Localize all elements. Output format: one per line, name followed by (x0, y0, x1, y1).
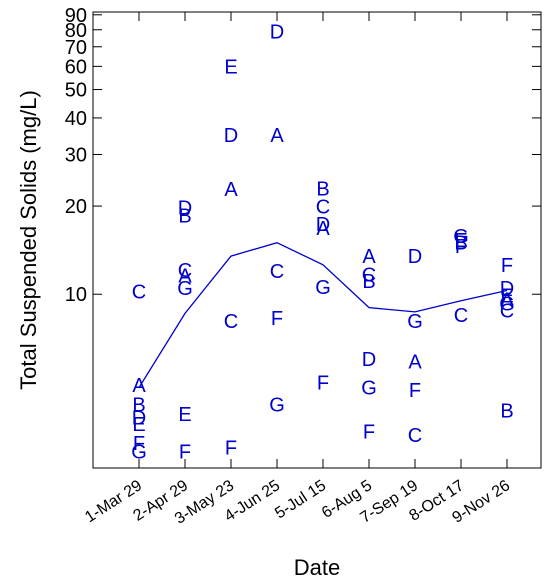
y-tick-label: 40 (65, 108, 87, 130)
y-tick-label: 70 (65, 37, 87, 59)
data-point-f: F (317, 372, 329, 394)
data-point-f: F (225, 437, 237, 459)
data-point-b: B (132, 395, 145, 417)
trend-line-path (138, 242, 508, 388)
data-point-a: A (408, 351, 422, 373)
data-point-d: D (316, 214, 330, 236)
data-point-c: C (224, 311, 238, 333)
x-axis: 1-Mar 292-Apr 293-May 234-Jun 255-Jul 15… (82, 12, 513, 528)
data-point-e: E (178, 404, 191, 426)
data-point-a: A (224, 179, 238, 201)
data-point-b: B (500, 401, 513, 423)
data-point-f: F (455, 236, 467, 258)
data-point-g: G (177, 278, 193, 300)
plot-frame (92, 11, 542, 469)
data-point-c: C (178, 260, 192, 282)
y-tick-label: 10 (65, 284, 87, 306)
data-point-f: F (409, 380, 421, 402)
data-point-c: C (362, 264, 376, 286)
data-point-g: G (269, 395, 285, 417)
data-point-f: F (271, 308, 283, 330)
y-tick-label: 90 (65, 5, 87, 27)
data-point-e: E (224, 56, 237, 78)
data-point-a: A (316, 218, 330, 240)
data-point-g: G (499, 293, 515, 315)
data-point-d: D (270, 21, 284, 43)
y-tick-label: 20 (65, 196, 87, 218)
x-axis-label: Date (294, 555, 340, 580)
data-point-c: C (270, 261, 284, 283)
data-point-b: B (316, 178, 329, 200)
trend-line (138, 242, 508, 388)
data-point-a: A (362, 246, 376, 268)
data-point-d: D (132, 407, 146, 429)
data-point-d: D (224, 125, 238, 147)
data-point-g: G (315, 277, 331, 299)
data-point-e: E (132, 414, 145, 436)
data-point-f: F (133, 433, 145, 455)
data-point-a: A (500, 289, 514, 311)
data-point-b: B (178, 205, 191, 227)
y-axis-label: Total Suspended Solids (mg/L) (16, 90, 41, 390)
data-point-a: A (178, 265, 192, 287)
data-point-g: G (453, 226, 469, 248)
data-point-f: F (363, 421, 375, 443)
data-point-d: D (408, 246, 422, 268)
data-points: CABDEFGDBCAGEFEDACFDACFGBCDAGFACBDGFDGAF… (131, 21, 515, 463)
data-point-g: G (407, 311, 423, 333)
data-point-d: D (362, 349, 376, 371)
data-point-g: G (361, 378, 377, 400)
y-tick-label: 30 (65, 145, 87, 167)
y-tick-label: 50 (65, 80, 87, 102)
data-point-f: F (501, 255, 513, 277)
x-tick-label: 5-Jul 15 (272, 477, 329, 522)
data-point-c: C (316, 197, 330, 219)
data-point-c: C (132, 282, 146, 304)
data-point-b: B (454, 233, 467, 255)
y-tick-label: 60 (65, 56, 87, 78)
data-point-b: B (362, 271, 375, 293)
data-point-c: C (454, 305, 468, 327)
data-point-e: E (500, 285, 513, 307)
data-point-g: G (131, 442, 147, 464)
data-point-d: D (178, 197, 192, 219)
data-point-c: C (408, 425, 422, 447)
y-tick-label: 80 (65, 20, 87, 42)
data-point-e: E (454, 230, 467, 252)
data-point-a: A (270, 125, 284, 147)
data-point-d: D (500, 278, 514, 300)
data-point-c: C (500, 300, 514, 322)
data-point-a: A (132, 375, 146, 397)
data-point-f: F (179, 442, 191, 464)
